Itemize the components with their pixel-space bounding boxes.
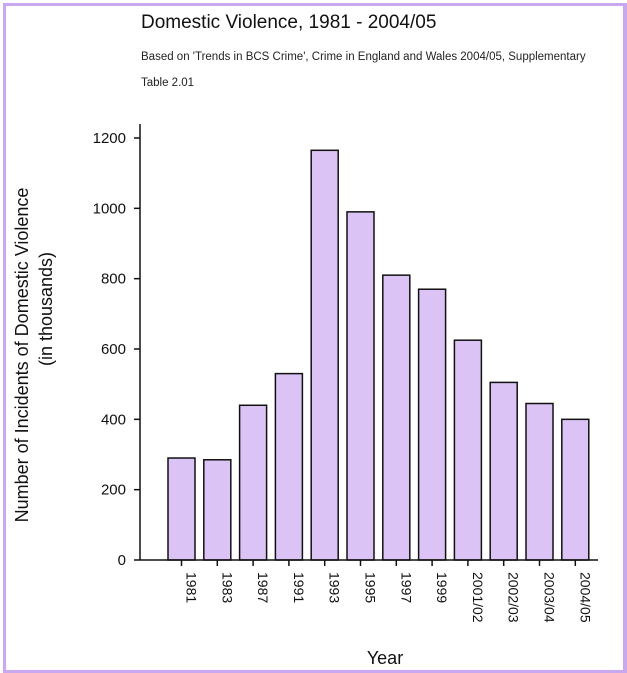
bar-1991 <box>274 372 304 561</box>
bar-1997 <box>382 274 411 561</box>
x-tick-label: 1981 <box>184 572 200 603</box>
chart-subtitle: Based on 'Trends in BCS Crime', Crime in… <box>141 51 586 89</box>
y-tick-label: 400 <box>101 411 126 428</box>
y-axis-ticks: 0 200 400 600 800 1000 1200 <box>93 130 140 569</box>
y-tick-label: 0 <box>118 552 126 569</box>
bar-2004-05 <box>561 418 590 561</box>
x-tick-label: 2001/02 <box>470 572 486 623</box>
y-axis-title: Number of Incidents of Domestic Violence <box>12 188 32 523</box>
bars <box>167 149 590 561</box>
y-tick-label: 800 <box>101 271 126 288</box>
bar-1999 <box>417 288 447 561</box>
x-tick-label: 1995 <box>363 572 379 603</box>
x-tick-label: 1987 <box>255 572 271 603</box>
x-tick-label: 1991 <box>291 572 307 603</box>
y-axis-subtitle: (in thousands) <box>36 252 56 366</box>
chart-title: Domestic Violence, 1981 - 2004/05 <box>141 12 437 33</box>
bar-2002-03 <box>489 381 518 561</box>
y-tick-label: 200 <box>101 482 126 499</box>
y-tick-label: 600 <box>101 341 126 358</box>
x-tick-label: 2002/03 <box>506 572 522 623</box>
x-tick-label: 1993 <box>327 572 343 603</box>
bar-2003-04 <box>525 402 554 561</box>
x-tick-label: 1999 <box>434 572 450 603</box>
bar-1995 <box>346 211 375 561</box>
x-axis-title: Year <box>367 648 403 668</box>
x-tick-label: 1997 <box>398 572 414 603</box>
x-tick-label: 2003/04 <box>542 572 558 623</box>
bar-1987 <box>238 404 268 561</box>
x-tick-label: 1983 <box>219 572 235 603</box>
bar-1993 <box>310 149 339 561</box>
y-tick-label: 1000 <box>93 200 126 217</box>
bar-1983 <box>203 459 232 561</box>
bar-2001-02 <box>453 339 483 561</box>
y-tick-label: 1200 <box>93 130 126 147</box>
x-tick-label: 2004/05 <box>577 572 593 623</box>
x-axis-ticks: 1981 1983 1987 1991 1993 1995 1997 1999 2001/02 2… <box>180 560 593 623</box>
bar-1981 <box>167 457 196 561</box>
